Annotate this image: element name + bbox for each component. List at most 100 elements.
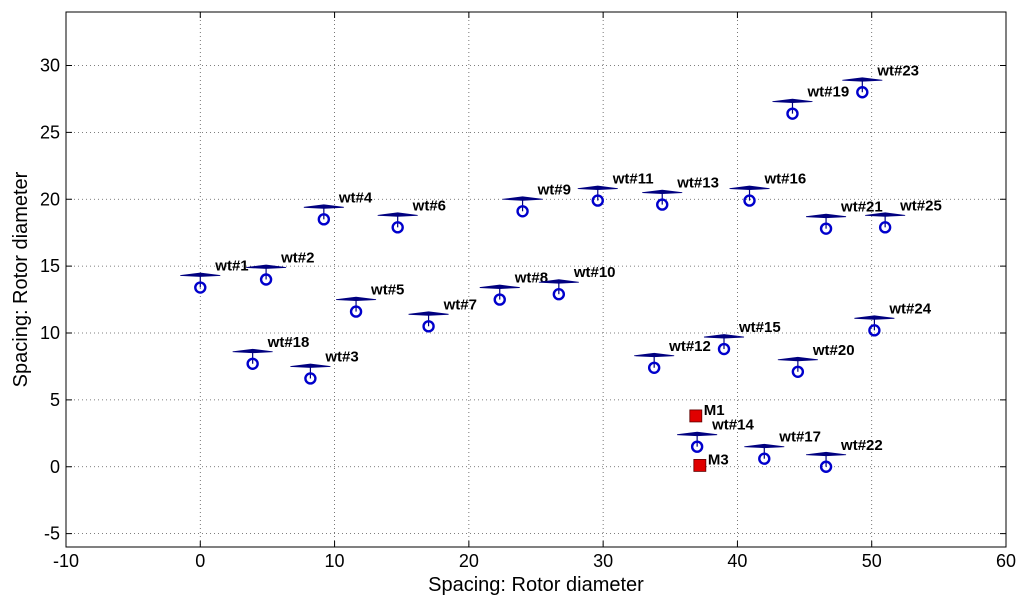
turbine-point: [422, 320, 435, 333]
turbine-marker: [303, 204, 344, 226]
turbine-point: [758, 452, 771, 465]
turbine-marker: [729, 185, 770, 207]
turbine-label: wt#4: [338, 189, 373, 206]
turbine-label: wt#25: [899, 197, 942, 214]
turbine-label: wt#13: [676, 175, 719, 192]
turbine-marker: [538, 279, 579, 301]
turbine-point: [878, 221, 892, 234]
turbine-label: wt#8: [514, 270, 548, 287]
rotor-blade-line: [806, 451, 847, 457]
rotor-blade-line: [744, 443, 785, 449]
turbine-marker: [854, 315, 895, 337]
rotor-blade-line: [479, 284, 520, 289]
rotor-blade-line: [502, 196, 543, 201]
turbine-label: wt#18: [267, 334, 310, 351]
turbine-marker: [842, 77, 883, 99]
rotor-blade-line: [703, 334, 745, 339]
turbine-marker: [865, 212, 906, 234]
rotor-blade-line: [303, 204, 344, 209]
rotor-blade-line: [290, 363, 331, 368]
turbine-point: [516, 205, 529, 218]
met-mast-label: M3: [708, 451, 729, 468]
rotor-blade-line: [180, 272, 221, 277]
turbine-label: wt#15: [738, 319, 781, 336]
turbine-label: wt#6: [412, 197, 446, 214]
turbine-point: [743, 194, 756, 207]
rotor-blade-line: [538, 279, 579, 284]
turbine-label: wt#14: [711, 417, 754, 434]
turbine-label: wt#2: [280, 250, 314, 267]
turbine-marker: [703, 334, 745, 356]
x-tick-label: 50: [862, 551, 882, 571]
y-tick-label: 0: [50, 457, 60, 477]
turbine-point: [552, 288, 566, 301]
turbine-label: wt#12: [668, 338, 711, 355]
turbine-point: [868, 324, 881, 337]
grid-lines: [66, 12, 1006, 547]
turbine-point: [304, 372, 317, 385]
rotor-blade-line: [806, 213, 847, 219]
y-tick-label: -5: [44, 524, 60, 544]
x-tick-label: 20: [459, 551, 479, 571]
rotor-blade-line: [854, 315, 895, 320]
turbine-point: [591, 194, 604, 207]
y-tick-label: 5: [50, 390, 60, 410]
met-mast-marker: [689, 409, 703, 423]
y-tick-label: 10: [40, 323, 60, 343]
turbine-marker: [677, 431, 718, 453]
y-axis-label: Spacing: Rotor diameter: [10, 171, 32, 387]
turbine-marker: [290, 363, 331, 385]
axis-ticks: -10 0 10 20 30 40 50 60 -5 0 5 10 15 20 25 30: [40, 12, 1016, 571]
rotor-blade-line: [842, 77, 883, 82]
turbine-point: [259, 273, 273, 286]
turbine-marker: [377, 212, 418, 234]
turbine-marker: [577, 185, 618, 207]
rotor-blade-line: [232, 348, 273, 354]
x-tick-label: 40: [727, 551, 747, 571]
turbine-point: [349, 305, 363, 318]
rotor-blade-line: [777, 356, 818, 362]
turbine-marker: [772, 98, 813, 120]
turbine-marker: [806, 451, 847, 473]
rotor-blade-line: [865, 212, 906, 217]
turbine-point: [690, 440, 704, 453]
turbine-point: [317, 213, 331, 226]
turbine-label: wt#17: [778, 429, 821, 446]
turbine-marker: [246, 264, 287, 286]
turbine-label: wt#7: [443, 296, 477, 313]
turbine-point: [391, 221, 404, 234]
x-tick-label: -10: [53, 551, 79, 571]
turbine-marker: [634, 352, 675, 374]
turbine-marker: [336, 296, 377, 318]
x-tick-label: 30: [593, 551, 613, 571]
turbine-point: [786, 107, 799, 120]
rotor-blade-line: [677, 431, 718, 437]
x-tick-label: 0: [195, 551, 205, 571]
turbine-label: wt#1: [214, 258, 248, 275]
turbine-label: wt#23: [876, 62, 919, 79]
turbine-point: [717, 342, 731, 356]
turbine-marker: [502, 196, 543, 218]
turbine-label: wt#20: [812, 342, 855, 359]
rotor-blade-line: [729, 185, 770, 190]
rotor-blade-line: [634, 352, 675, 358]
turbine-label: wt#24: [888, 300, 931, 317]
x-axis-label: Spacing: Rotor diameter: [428, 574, 644, 596]
turbine-point: [246, 357, 259, 370]
plot-frame: [65, 11, 1007, 548]
turbine-marker: [777, 356, 818, 378]
turbine-marker: [180, 272, 221, 294]
y-tick-label: 30: [40, 56, 60, 76]
rotor-blade-line: [336, 296, 377, 302]
rotor-blade-line: [246, 264, 287, 269]
x-tick-label: 10: [325, 551, 345, 571]
turbine-label: wt#21: [840, 199, 883, 216]
y-tick-label: 25: [40, 122, 60, 142]
rotor-blade-line: [772, 98, 813, 104]
turbine-point: [856, 86, 869, 99]
y-tick-label: 20: [40, 189, 60, 209]
turbine-point: [194, 281, 207, 294]
rotor-blade-line: [577, 185, 618, 190]
turbine-label: wt#16: [764, 171, 807, 188]
